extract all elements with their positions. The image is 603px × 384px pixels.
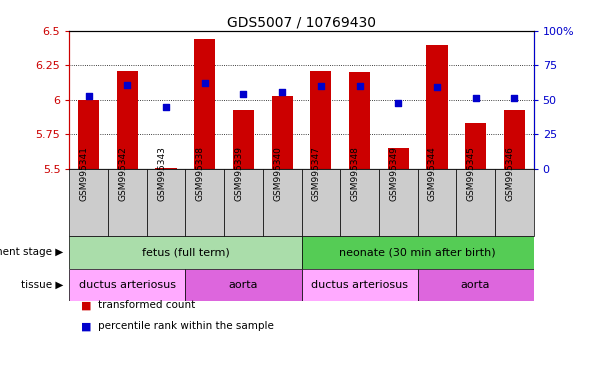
Text: GSM995340: GSM995340 — [273, 146, 282, 201]
Text: GSM995345: GSM995345 — [467, 146, 476, 201]
Bar — [156, 167, 177, 169]
Bar — [426, 45, 447, 169]
Text: GSM995348: GSM995348 — [350, 146, 359, 201]
Point — [122, 81, 132, 88]
Point — [161, 104, 171, 110]
Text: GSM995349: GSM995349 — [389, 146, 398, 201]
Text: GSM995338: GSM995338 — [196, 146, 205, 201]
Text: development stage ▶: development stage ▶ — [0, 247, 63, 258]
Text: tissue ▶: tissue ▶ — [21, 280, 63, 290]
Point — [277, 88, 287, 94]
Bar — [69, 269, 186, 301]
Text: ■: ■ — [81, 321, 92, 331]
Point — [200, 80, 210, 86]
Point — [393, 99, 403, 106]
Bar — [388, 148, 409, 169]
Title: GDS5007 / 10769430: GDS5007 / 10769430 — [227, 16, 376, 30]
Text: GSM995342: GSM995342 — [118, 146, 127, 201]
Text: percentile rank within the sample: percentile rank within the sample — [98, 321, 274, 331]
Point — [239, 91, 248, 98]
Text: ductus arteriosus: ductus arteriosus — [79, 280, 176, 290]
Text: GSM995343: GSM995343 — [157, 146, 166, 201]
Text: GSM995339: GSM995339 — [235, 146, 244, 201]
Text: neonate (30 min after birth): neonate (30 min after birth) — [339, 247, 496, 258]
Text: aorta: aorta — [229, 280, 258, 290]
Bar — [194, 39, 215, 169]
Bar — [310, 71, 332, 169]
Bar — [186, 269, 302, 301]
Point — [355, 83, 364, 89]
Bar — [504, 109, 525, 169]
Bar — [271, 96, 293, 169]
Bar — [465, 123, 486, 169]
Point — [432, 84, 442, 91]
Bar — [117, 71, 138, 169]
Bar — [302, 236, 534, 269]
Point — [471, 95, 481, 101]
Text: aorta: aorta — [461, 280, 490, 290]
Text: GSM995344: GSM995344 — [428, 146, 437, 201]
Point — [316, 83, 326, 89]
Bar — [302, 269, 417, 301]
Point — [84, 93, 93, 99]
Text: transformed count: transformed count — [98, 300, 195, 310]
Bar — [69, 236, 302, 269]
Text: GSM995341: GSM995341 — [80, 146, 89, 201]
Text: GSM995347: GSM995347 — [312, 146, 321, 201]
Bar — [78, 100, 99, 169]
Point — [510, 95, 519, 101]
Bar — [349, 72, 370, 169]
Bar — [417, 269, 534, 301]
Text: GSM995346: GSM995346 — [505, 146, 514, 201]
Text: fetus (full term): fetus (full term) — [142, 247, 229, 258]
Text: ductus arteriosus: ductus arteriosus — [311, 280, 408, 290]
Text: ■: ■ — [81, 300, 92, 310]
Bar — [233, 109, 254, 169]
